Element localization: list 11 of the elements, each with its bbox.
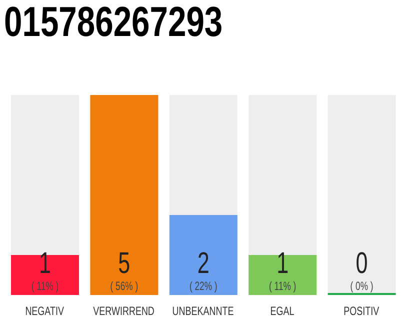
x-tick-label: POSITIV [344,304,380,318]
x-tick-label: NEGATIV [25,304,65,318]
x-tick-label: VERWIRREND [93,304,155,318]
data-label: 1 ( 11% ) [269,245,296,294]
chart-title: 015786267293 [4,0,223,46]
x-tick-label: UNBEKANNTE [172,304,234,318]
data-label: 0 ( 0% ) [350,245,374,294]
data-label: 5 ( 56% ) [110,245,138,294]
data-label: 2 ( 22% ) [189,245,218,294]
data-label: 1 ( 11% ) [31,245,59,294]
x-tick-label: EGAL [270,304,294,318]
